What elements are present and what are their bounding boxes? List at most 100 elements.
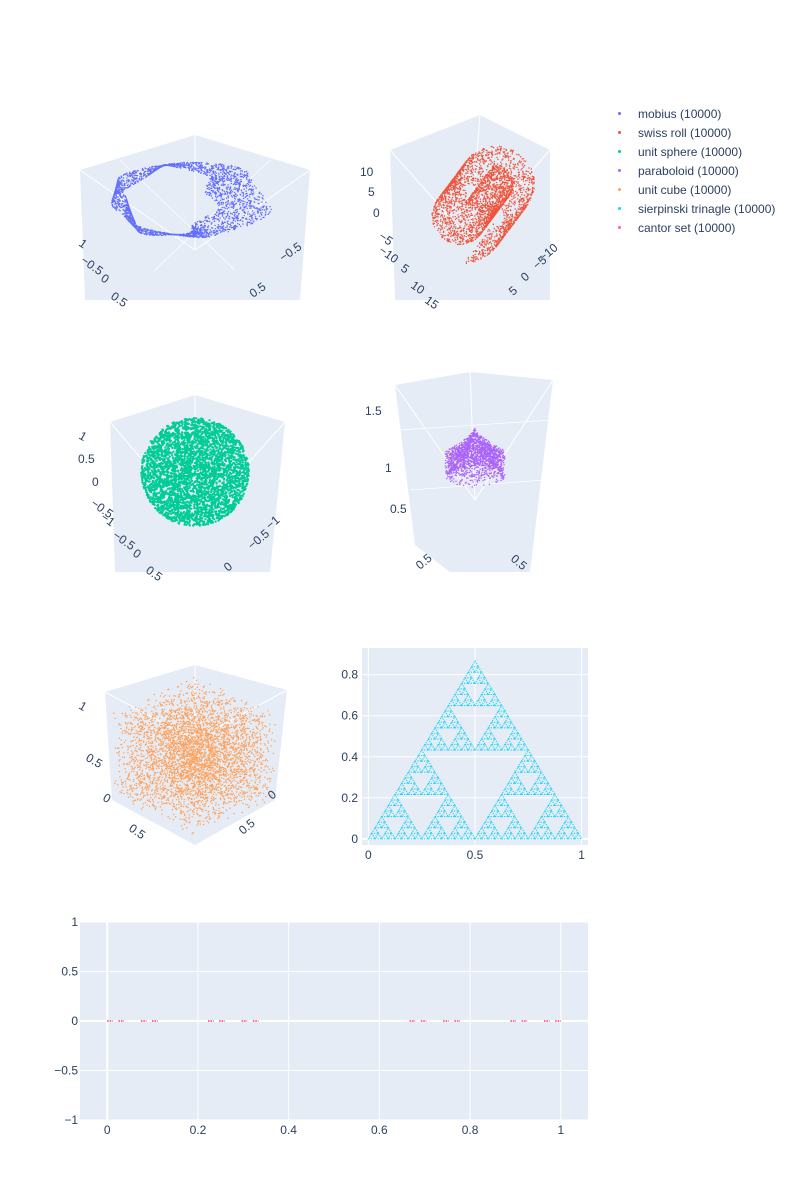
scene-swiss-roll[interactable]: 10 5 0 −5 −10 5 10 15 −10 −5 0 5	[360, 114, 561, 312]
y-tick: 0.4	[341, 750, 358, 764]
sierpinski-cell	[420, 743, 430, 751]
sierpinski-cell	[517, 760, 526, 768]
sierpinski-cell	[530, 826, 540, 834]
sierpinski-cell	[560, 821, 570, 829]
sierpinski-cell	[424, 826, 433, 834]
sierpinski-cell	[480, 676, 490, 684]
unit-cube-points	[113, 677, 276, 835]
sierpinski-cell	[387, 832, 396, 840]
tick-label: 0	[101, 790, 114, 806]
legend-item-swiss-roll[interactable]: swiss roll (10000)	[608, 123, 775, 142]
sierpinski-cell	[437, 826, 446, 834]
tick-label: 0.5	[390, 502, 407, 516]
sierpinski-cell	[547, 798, 556, 807]
sierpinski-cell	[457, 682, 466, 690]
x-tick: 1	[557, 1123, 564, 1137]
legend-item-cantor-set[interactable]: cantor set (10000)	[608, 218, 775, 237]
sierpinski-cell	[400, 776, 410, 784]
sierpinski-cell	[430, 815, 440, 823]
sierpinski-cell	[390, 793, 400, 801]
sierpinski-cell	[500, 743, 510, 751]
sierpinski-cell	[510, 815, 520, 823]
sierpinski-cell	[447, 710, 456, 718]
sierpinski-cell	[470, 660, 480, 668]
sierpinski-cell	[447, 832, 456, 840]
sierpinski-cell	[400, 787, 410, 795]
sierpinski-cell	[434, 787, 443, 795]
sierpinski-cell	[427, 743, 436, 751]
sierpinski-cell	[540, 810, 550, 818]
sierpinski-cell	[434, 821, 443, 829]
sierpinski-cell	[474, 698, 483, 707]
sierpinski-cell	[507, 743, 516, 751]
legend-marker	[618, 188, 621, 191]
sierpinski-cell	[567, 821, 576, 829]
sierpinski-cell	[410, 826, 420, 834]
subplot-sierpinski[interactable]: 0 0.5 1 0 0.2 0.4 0.6 0.8	[341, 648, 588, 862]
sierpinski-cell	[460, 821, 470, 829]
sierpinski-cell	[520, 754, 530, 762]
sierpinski-cell	[480, 732, 490, 740]
sierpinski-cell	[440, 787, 450, 795]
sierpinski-cell	[494, 798, 503, 807]
sierpinski-cell	[507, 776, 516, 784]
sierpinski-cell	[420, 787, 430, 795]
sierpinski-cell	[427, 821, 436, 829]
legend-marker	[618, 169, 621, 172]
scene-unit-cube[interactable]: 1 0.5 0 0.5 0 0.5	[77, 665, 288, 845]
sierpinski-cell	[454, 821, 463, 829]
sierpinski-cell	[487, 732, 496, 740]
y-tick: 0.8	[341, 668, 358, 682]
sierpinski-cell	[534, 832, 543, 840]
sierpinski-cell	[450, 715, 460, 723]
scene-mobius[interactable]: 1 −0.5 0 0.5 −0.5 0.5	[76, 135, 311, 310]
legend-label: cantor set (10000)	[638, 220, 736, 235]
sierpinski-cell	[464, 671, 473, 679]
sierpinski-cell	[400, 832, 410, 840]
sierpinski-cell	[540, 832, 550, 840]
sierpinski-cell	[520, 832, 530, 840]
subplot-cantor[interactable]: 0 0.2 0.4 0.6 0.8 1 −1 −0.5 0 0.5 1	[54, 915, 588, 1137]
x-tick: 0.8	[462, 1123, 479, 1137]
x-tick: 0.6	[371, 1123, 388, 1137]
sierpinski-cell	[467, 676, 476, 684]
y-tick: 0	[71, 1014, 78, 1028]
sierpinski-cell	[454, 698, 463, 707]
sierpinski-cell	[450, 826, 460, 834]
legend-item-unit-sphere[interactable]: unit sphere (10000)	[608, 142, 775, 161]
sierpinski-cell	[430, 726, 440, 734]
tick-label: 5	[368, 185, 375, 199]
sierpinski-cell	[487, 810, 496, 818]
legend-label: paraboloid (10000)	[638, 163, 739, 178]
y-tick-labels: −1 −0.5 0 0.5 1	[54, 915, 78, 1127]
sierpinski-cell	[380, 821, 390, 829]
sierpinski-cell	[440, 710, 450, 718]
sierpinski-cell	[380, 832, 390, 840]
sierpinski-cell	[514, 832, 523, 840]
tick-label: 0.5	[78, 452, 95, 466]
sierpinski-cell	[534, 765, 543, 773]
sierpinski-cell	[484, 726, 493, 734]
sierpinski-cell	[504, 826, 513, 834]
sierpinski-cell	[537, 771, 546, 779]
sierpinski-cell	[387, 810, 396, 818]
sierpinski-cell	[490, 804, 500, 812]
sierpinski-cell	[427, 787, 436, 795]
y-tick: 0	[351, 832, 358, 846]
sierpinski-cell	[377, 815, 387, 823]
sierpinski-cell	[520, 743, 530, 751]
scene-unit-sphere[interactable]: 1 0.5 0 −0.5 −1 −0.5 0 0.5 −1 −0.5 0	[77, 395, 286, 584]
y-tick: 1	[71, 915, 78, 929]
sierpinski-cell	[380, 810, 390, 818]
legend-item-mobius[interactable]: mobius (10000)	[608, 104, 775, 123]
mobius-points	[111, 161, 272, 239]
sierpinski-cell	[404, 815, 413, 823]
legend-item-unit-cube[interactable]: unit cube (10000)	[608, 180, 775, 199]
sierpinski-cell	[384, 826, 393, 834]
sierpinski-cell	[460, 832, 470, 840]
x-tick: 0.2	[190, 1123, 207, 1137]
sierpinski-cell	[504, 737, 513, 745]
legend-item-paraboloid[interactable]: paraboloid (10000)	[608, 161, 775, 180]
legend-item-sierpinski[interactable]: sierpinski trinagle (10000)	[608, 199, 775, 218]
scene-paraboloid[interactable]: 1.5 1 0.5 0.5 0.5	[365, 371, 554, 573]
